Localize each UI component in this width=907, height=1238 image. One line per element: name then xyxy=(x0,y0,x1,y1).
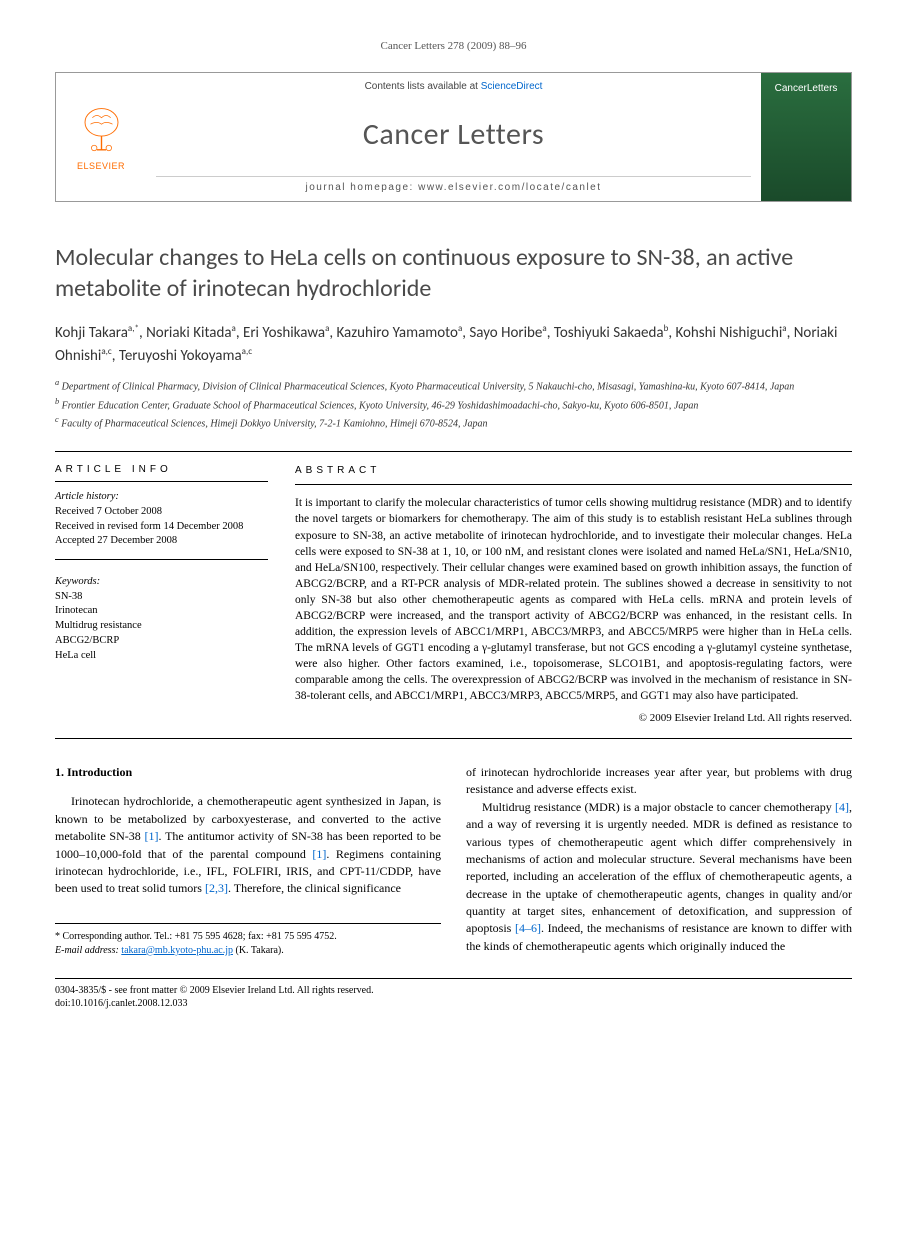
affiliation-b: b Frontier Education Center, Graduate Sc… xyxy=(55,396,852,413)
article-info-panel: ARTICLE INFO Article history: Received 7… xyxy=(55,452,280,738)
intro-para-1: Irinotecan hydrochloride, a chemotherape… xyxy=(55,793,441,897)
affiliation-c: c Faculty of Pharmaceutical Sciences, Hi… xyxy=(55,414,852,431)
journal-homepage: journal homepage: www.elsevier.com/locat… xyxy=(156,176,751,193)
corresponding-email-link[interactable]: takara@mb.kyoto-phu.ac.jp xyxy=(121,945,233,956)
sciencedirect-link[interactable]: ScienceDirect xyxy=(481,81,543,92)
running-header: Cancer Letters 278 (2009) 88–96 xyxy=(55,40,852,52)
footer: 0304-3835/$ - see front matter © 2009 El… xyxy=(55,978,852,1010)
elsevier-logo: ELSEVIER xyxy=(56,73,146,201)
abstract-text: It is important to clarify the molecular… xyxy=(295,495,852,704)
right-column: of irinotecan hydrochloride increases ye… xyxy=(466,764,852,958)
journal-name: Cancer Letters xyxy=(363,116,544,153)
left-column: 1. Introduction Irinotecan hydrochloride… xyxy=(55,764,441,958)
journal-cover-thumbnail: CancerLetters xyxy=(761,73,851,201)
copyright-line: © 2009 Elsevier Ireland Ltd. All rights … xyxy=(295,711,852,726)
abstract-panel: ABSTRACT It is important to clarify the … xyxy=(280,452,852,738)
keywords: Keywords: SN-38 Irinotecan Multidrug res… xyxy=(55,575,268,663)
contents-available: Contents lists available at ScienceDirec… xyxy=(365,81,543,92)
homepage-url[interactable]: www.elsevier.com/locate/canlet xyxy=(418,182,601,193)
article-info-heading: ARTICLE INFO xyxy=(55,464,268,482)
affiliation-a: a Department of Clinical Pharmacy, Divis… xyxy=(55,377,852,394)
article-history: Article history: Received 7 October 2008… xyxy=(55,490,268,560)
author-list: Kohji Takaraa,*, Noriaki Kitadaa, Eri Yo… xyxy=(55,322,852,367)
body-text: 1. Introduction Irinotecan hydrochloride… xyxy=(55,764,852,958)
elsevier-tree-icon xyxy=(74,104,129,159)
affiliations: a Department of Clinical Pharmacy, Divis… xyxy=(55,377,852,431)
corresponding-author-note: * Corresponding author. Tel.: +81 75 595… xyxy=(55,923,441,958)
section-1-heading: 1. Introduction xyxy=(55,764,441,781)
abstract-heading: ABSTRACT xyxy=(295,464,852,485)
elsevier-text: ELSEVIER xyxy=(77,161,125,171)
intro-para-2: Multidrug resistance (MDR) is a major ob… xyxy=(466,799,852,956)
intro-para-1-cont: of irinotecan hydrochloride increases ye… xyxy=(466,764,852,799)
journal-header-box: ELSEVIER Contents lists available at Sci… xyxy=(55,72,852,202)
article-title: Molecular changes to HeLa cells on conti… xyxy=(55,242,852,304)
